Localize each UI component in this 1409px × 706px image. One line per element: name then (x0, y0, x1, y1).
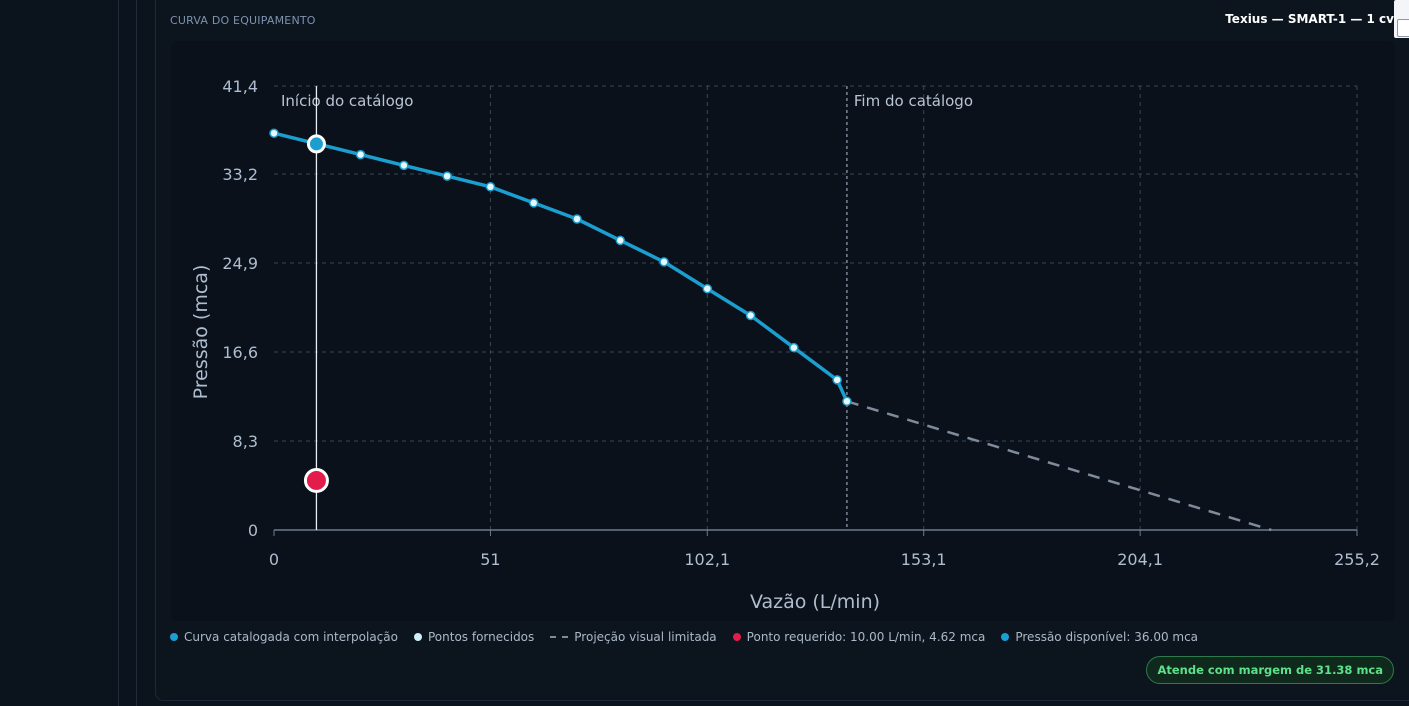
corner-input-box[interactable] (1394, 0, 1409, 38)
y-axis-label: Pressão (mca) (190, 265, 212, 400)
x-tick-label: 255,2 (1334, 550, 1380, 569)
legend-swatch (550, 636, 569, 638)
provided-point (269, 128, 279, 138)
provided-point (615, 235, 626, 246)
provided-point (842, 396, 852, 407)
left-divider-1 (118, 0, 119, 706)
provided-point (485, 182, 496, 192)
available-pressure-point (306, 134, 326, 154)
y-tick-label: 0 (248, 521, 258, 540)
legend-item: Pontos fornecidos (413, 630, 535, 644)
catalog-start-label: Início do catálogo (281, 92, 413, 110)
provided-point (702, 283, 713, 294)
legend-label: Pontos fornecidos (427, 630, 535, 644)
y-tick-label: 16,6 (222, 343, 258, 362)
legend-item: Projeção visual limitada (550, 630, 717, 644)
provided-point (355, 149, 366, 160)
legend-label: Curva catalogada com interpolação (184, 630, 398, 644)
corner-input-field[interactable] (1397, 19, 1409, 37)
required-point (303, 467, 329, 493)
legend-item: Curva catalogada com interpolação (170, 630, 398, 644)
x-tick-label: 51 (480, 550, 500, 569)
x-axis-label: Vazão (L/min) (750, 591, 880, 613)
legend-label: Projeção visual limitada (574, 630, 717, 644)
catalog-curve-line (273, 131, 849, 403)
legend-swatch (1001, 633, 1010, 641)
provided-point (399, 160, 409, 171)
equipment-curve-card: CURVA DO EQUIPAMENTO Texius — SMART-1 — … (155, 0, 1409, 701)
y-tick-label: 33,2 (222, 165, 258, 184)
x-tick-label: 153,1 (901, 550, 947, 569)
legend-label: Pressão disponível: 36.00 mca (1015, 630, 1199, 644)
x-tick-label: 204,1 (1117, 550, 1163, 569)
chart-area: 0 8,3 16,6 24,9 33,2 41,4 0 51 102,1 153,1 204,1 25… (171, 41, 1395, 621)
provided-point (528, 198, 539, 208)
y-tick-label: 24,9 (222, 254, 258, 273)
card-title: CURVA DO EQUIPAMENTO (170, 14, 316, 27)
legend-item: Ponto requerido: 10.00 L/min, 4.62 mca (732, 630, 986, 644)
legend-swatch (413, 633, 422, 641)
x-tick-label: 102,1 (684, 550, 730, 569)
provided-point (572, 214, 582, 224)
provided-point (442, 171, 452, 181)
legend-swatch (732, 633, 741, 641)
chart-legend: Curva catalogada com interpolação Pontos … (170, 630, 1214, 644)
legend-item: Pressão disponível: 36.00 mca (1001, 630, 1198, 644)
legend-swatch (170, 633, 178, 641)
status-badge: Atende com margem de 31.38 mca (1146, 656, 1394, 684)
left-divider-2 (136, 0, 137, 706)
x-tick-label: 0 (269, 550, 279, 569)
provided-point (789, 342, 799, 353)
catalog-end-label: Fim do catálogo (854, 92, 973, 110)
provided-point (659, 257, 669, 267)
y-tick-label: 8,3 (233, 432, 258, 451)
projection-line (846, 400, 1272, 532)
provided-point (832, 375, 842, 385)
y-tick-label: 41,4 (222, 77, 258, 96)
pressure-flow-chart: 0 8,3 16,6 24,9 33,2 41,4 0 51 102,1 153,1 204,1 25… (190, 77, 1380, 613)
legend-label: Ponto requerido: 10.00 L/min, 4.62 mca (746, 630, 986, 644)
equipment-name: Texius — SMART-1 — 1 cv (1225, 12, 1394, 26)
provided-point (745, 310, 756, 321)
